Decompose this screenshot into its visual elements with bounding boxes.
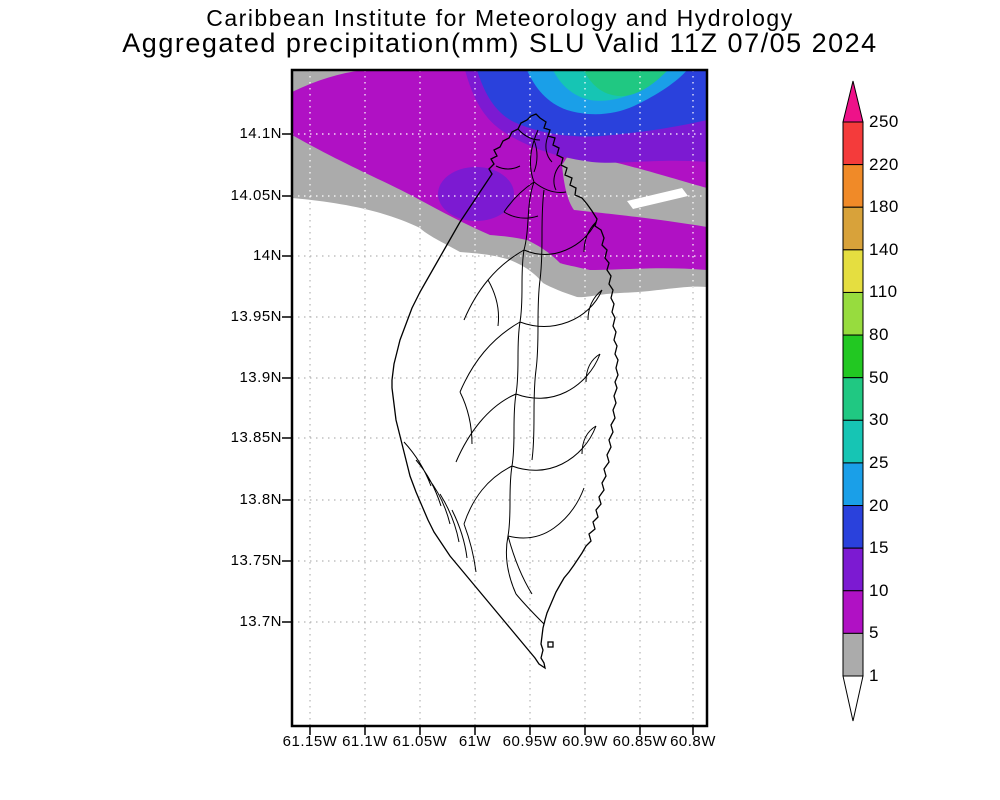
lon-tick-label: 60.95W: [502, 733, 558, 750]
map-frame: [290, 68, 709, 728]
lat-tick-label: 14.05N: [230, 187, 282, 204]
colorbar-segment: [842, 505, 864, 549]
colorbar-segment: [842, 164, 864, 208]
lat-tick-label: 13.75N: [230, 552, 282, 569]
lon-tick-label: 61.05W: [392, 733, 448, 750]
colorbar-segments: [842, 121, 864, 677]
colorbar-tick-label: 250: [869, 112, 899, 131]
grid-lines-over-shading: [292, 70, 707, 298]
colorbar-segment: [842, 462, 864, 507]
colorbar-tick-label: 220: [869, 154, 899, 174]
colorbar-tick-label: 140: [869, 239, 899, 259]
colorbar-tick-label: 1: [869, 666, 879, 685]
lon-tick-label: 61W: [458, 733, 492, 750]
colorbar-segment: [842, 121, 864, 166]
colorbar-tick-label: 10: [869, 580, 889, 600]
precip-shading: [292, 70, 707, 298]
lat-tick-label: 14N: [252, 247, 282, 264]
shade-pocket-10-15mm: [438, 167, 514, 221]
colorbar-segment: [842, 632, 864, 677]
colorbar-tick-label: 50: [869, 367, 889, 387]
lat-tick-label: 13.95N: [230, 308, 282, 325]
island-outline: [391, 113, 619, 670]
colorbar-tick-label: 15: [869, 538, 889, 558]
colorbar-tick-label: 180: [869, 197, 899, 217]
axis-tick-marks: [282, 133, 694, 735]
offshore-islet: [547, 641, 554, 648]
lat-tick-label: 13.8N: [239, 491, 282, 508]
precipitation-map: [282, 68, 709, 735]
lat-tick-label: 13.7N: [239, 613, 282, 630]
colorbar-segment: [842, 419, 864, 464]
colorbar-segment: [842, 249, 864, 293]
lat-tick-label: 14.1N: [239, 125, 282, 142]
lon-tick-label: 60.85W: [612, 733, 668, 750]
chart-title-product: Aggregated precipitation(mm) SLU Valid 1…: [122, 28, 878, 58]
colorbar-segment: [842, 291, 864, 336]
colorbar-segment: [842, 206, 864, 251]
lon-tick-label: 60.8W: [670, 733, 716, 750]
watershed-boundaries: [403, 128, 603, 625]
colorbar-max-arrow: [842, 80, 864, 123]
lon-tick-label: 60.9W: [562, 733, 608, 750]
colorbar-tick-label: 20: [869, 495, 889, 515]
lon-tick-label: 61.15W: [282, 733, 338, 750]
lon-tick-label: 61.1W: [342, 733, 388, 750]
colorbar-tick-label: 110: [869, 282, 898, 302]
colorbar-segment: [842, 590, 864, 634]
colorbar-tick-label: 5: [869, 623, 879, 643]
lat-tick-label: 13.9N: [239, 369, 282, 386]
colorbar-tick-label: 30: [869, 410, 889, 430]
colorbar-min-arrow: [842, 675, 864, 722]
colorbar-tick-label: 25: [869, 452, 889, 472]
colorbar-segment: [842, 547, 864, 592]
colorbar: [842, 80, 864, 722]
lat-tick-label: 13.85N: [230, 429, 282, 446]
colorbar-segment: [842, 334, 864, 379]
colorbar-tick-label: 80: [869, 325, 889, 345]
colorbar-segment: [842, 377, 864, 421]
shade-band-30-50mm: [584, 70, 668, 97]
shade-below-1mm-hole: [627, 188, 688, 209]
chart-title-organization: Caribbean Institute for Meteorology and …: [206, 5, 794, 31]
